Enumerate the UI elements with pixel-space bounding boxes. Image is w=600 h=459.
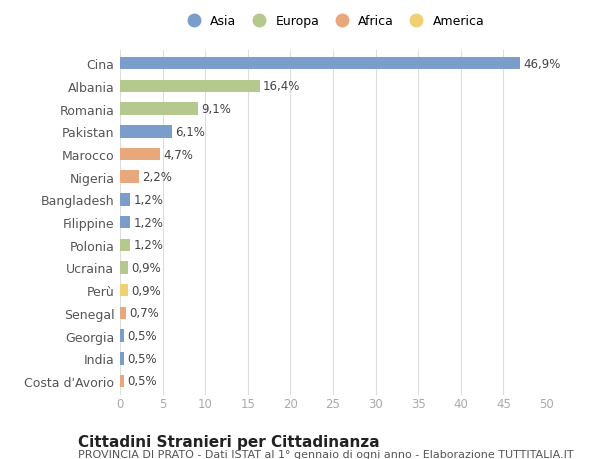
Bar [120, 126, 172, 138]
Bar [120, 58, 520, 70]
Bar [120, 216, 130, 229]
Bar [120, 307, 126, 319]
Text: PROVINCIA DI PRATO - Dati ISTAT al 1° gennaio di ogni anno - Elaborazione TUTTIT: PROVINCIA DI PRATO - Dati ISTAT al 1° ge… [78, 449, 574, 459]
Bar [120, 194, 130, 206]
Text: 9,1%: 9,1% [201, 103, 231, 116]
Text: 16,4%: 16,4% [263, 80, 301, 93]
Bar [120, 262, 128, 274]
Text: 46,9%: 46,9% [523, 57, 560, 71]
Text: 0,5%: 0,5% [128, 330, 157, 342]
Text: 0,9%: 0,9% [131, 262, 161, 274]
Bar [120, 80, 260, 93]
Text: 1,2%: 1,2% [134, 194, 164, 207]
Text: Cittadini Stranieri per Cittadinanza: Cittadini Stranieri per Cittadinanza [78, 434, 380, 449]
Bar [120, 375, 124, 387]
Bar [120, 330, 124, 342]
Text: 4,7%: 4,7% [163, 148, 193, 161]
Text: 0,5%: 0,5% [128, 352, 157, 365]
Text: 1,2%: 1,2% [134, 239, 164, 252]
Bar [120, 103, 197, 116]
Bar [120, 239, 130, 252]
Bar [120, 284, 128, 297]
Text: 0,5%: 0,5% [128, 375, 157, 388]
Bar [120, 171, 139, 184]
Text: 6,1%: 6,1% [175, 126, 205, 139]
Bar [120, 352, 124, 365]
Text: 2,2%: 2,2% [142, 171, 172, 184]
Legend: Asia, Europa, Africa, America: Asia, Europa, Africa, America [182, 16, 484, 28]
Text: 0,9%: 0,9% [131, 284, 161, 297]
Text: 1,2%: 1,2% [134, 216, 164, 229]
Text: 0,7%: 0,7% [130, 307, 159, 319]
Bar [120, 148, 160, 161]
